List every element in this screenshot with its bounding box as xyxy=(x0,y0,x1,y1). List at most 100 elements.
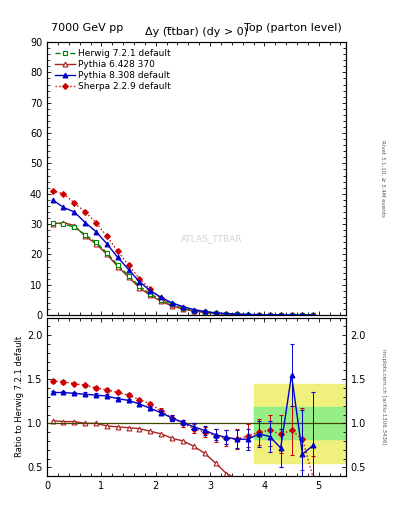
Line: Sherpa 2.2.9 default: Sherpa 2.2.9 default xyxy=(51,188,315,317)
Sherpa 2.2.9 default xyxy=(268,312,272,318)
Pythia 6.428 370 xyxy=(105,251,109,258)
Herwig 7.2.1 default xyxy=(61,221,66,227)
Pythia 8.308 default xyxy=(83,220,88,226)
Pythia 8.308 default xyxy=(180,304,185,310)
Herwig 7.2.1 default xyxy=(50,220,55,226)
Pythia 8.308 default xyxy=(235,311,240,317)
Sherpa 2.2.9 default xyxy=(191,308,196,314)
Line: Pythia 8.308 default: Pythia 8.308 default xyxy=(50,198,316,317)
Pythia 8.308 default xyxy=(224,310,229,316)
Sherpa 2.2.9 default xyxy=(83,209,88,215)
Pythia 6.428 370 xyxy=(191,308,196,314)
Pythia 6.428 370 xyxy=(148,292,153,298)
Pythia 6.428 370 xyxy=(180,306,185,312)
Pythia 8.308 default xyxy=(246,311,250,317)
Herwig 7.2.1 default xyxy=(180,305,185,311)
Sherpa 2.2.9 default xyxy=(278,312,283,318)
Legend: Herwig 7.2.1 default, Pythia 6.428 370, Pythia 8.308 default, Sherpa 2.2.9 defau: Herwig 7.2.1 default, Pythia 6.428 370, … xyxy=(55,49,171,91)
Herwig 7.2.1 default xyxy=(289,312,294,318)
Herwig 7.2.1 default xyxy=(159,297,163,303)
Text: 7000 GeV pp: 7000 GeV pp xyxy=(51,23,123,33)
Sherpa 2.2.9 default xyxy=(116,248,120,254)
Line: Pythia 6.428 370: Pythia 6.428 370 xyxy=(50,220,316,317)
Text: ATLAS_TTBAR: ATLAS_TTBAR xyxy=(181,234,242,243)
Pythia 8.308 default xyxy=(116,254,120,261)
Pythia 8.308 default xyxy=(137,279,142,285)
Pythia 6.428 370 xyxy=(202,309,207,315)
Herwig 7.2.1 default xyxy=(246,312,250,318)
Pythia 6.428 370 xyxy=(137,285,142,291)
Pythia 6.428 370 xyxy=(235,311,240,317)
Text: Top (parton level): Top (parton level) xyxy=(244,23,342,33)
Herwig 7.2.1 default xyxy=(137,283,142,289)
Sherpa 2.2.9 default xyxy=(159,295,163,302)
Pythia 6.428 370 xyxy=(116,264,120,270)
Pythia 8.308 default xyxy=(191,307,196,313)
Sherpa 2.2.9 default xyxy=(180,305,185,311)
Herwig 7.2.1 default xyxy=(72,224,77,230)
Herwig 7.2.1 default xyxy=(235,311,240,317)
Herwig 7.2.1 default xyxy=(278,312,283,318)
Sherpa 2.2.9 default xyxy=(289,312,294,318)
Herwig 7.2.1 default xyxy=(170,302,174,308)
Herwig 7.2.1 default xyxy=(191,308,196,314)
Text: mcplots.cern.ch [arXiv:1306.3436]: mcplots.cern.ch [arXiv:1306.3436] xyxy=(381,349,386,445)
Pythia 6.428 370 xyxy=(257,312,261,318)
Pythia 6.428 370 xyxy=(50,221,55,227)
Text: Rivet 3.1.10, ≥ 3.4M events: Rivet 3.1.10, ≥ 3.4M events xyxy=(381,140,386,217)
Pythia 8.308 default xyxy=(278,312,283,318)
Pythia 6.428 370 xyxy=(83,233,88,239)
Pythia 6.428 370 xyxy=(159,298,163,305)
Sherpa 2.2.9 default xyxy=(257,312,261,318)
Herwig 7.2.1 default xyxy=(300,312,305,318)
Pythia 8.308 default xyxy=(311,312,316,318)
Pythia 8.308 default xyxy=(268,312,272,318)
Herwig 7.2.1 default xyxy=(94,239,98,245)
Pythia 8.308 default xyxy=(159,294,163,301)
Sherpa 2.2.9 default xyxy=(300,312,305,318)
Sherpa 2.2.9 default xyxy=(224,311,229,317)
Herwig 7.2.1 default xyxy=(83,231,88,238)
Herwig 7.2.1 default xyxy=(148,291,153,297)
Pythia 8.308 default xyxy=(50,197,55,203)
Herwig 7.2.1 default xyxy=(268,312,272,318)
Sherpa 2.2.9 default xyxy=(50,187,55,194)
Sherpa 2.2.9 default xyxy=(105,233,109,239)
Herwig 7.2.1 default xyxy=(224,311,229,317)
Pythia 6.428 370 xyxy=(126,274,131,280)
Pythia 8.308 default xyxy=(257,312,261,318)
Pythia 6.428 370 xyxy=(289,312,294,318)
Pythia 6.428 370 xyxy=(170,303,174,309)
Sherpa 2.2.9 default xyxy=(72,200,77,206)
Pythia 6.428 370 xyxy=(224,311,229,317)
Pythia 8.308 default xyxy=(72,209,77,215)
Sherpa 2.2.9 default xyxy=(61,190,66,197)
Sherpa 2.2.9 default xyxy=(126,262,131,268)
Sherpa 2.2.9 default xyxy=(202,309,207,315)
Herwig 7.2.1 default xyxy=(116,262,120,268)
Pythia 8.308 default xyxy=(300,312,305,318)
Pythia 8.308 default xyxy=(202,308,207,314)
Herwig 7.2.1 default xyxy=(202,309,207,315)
Sherpa 2.2.9 default xyxy=(235,311,240,317)
Herwig 7.2.1 default xyxy=(311,312,316,318)
Sherpa 2.2.9 default xyxy=(311,312,316,318)
Sherpa 2.2.9 default xyxy=(94,220,98,226)
Pythia 8.308 default xyxy=(213,310,218,316)
Pythia 6.428 370 xyxy=(72,223,77,229)
Herwig 7.2.1 default xyxy=(126,272,131,279)
Pythia 8.308 default xyxy=(61,204,66,210)
Y-axis label: Ratio to Herwig 7.2.1 default: Ratio to Herwig 7.2.1 default xyxy=(15,336,24,457)
Pythia 8.308 default xyxy=(289,312,294,318)
Sherpa 2.2.9 default xyxy=(246,312,250,318)
Pythia 6.428 370 xyxy=(213,310,218,316)
Text: Δy (t̅tbar) (dy > 0): Δy (t̅tbar) (dy > 0) xyxy=(145,27,248,37)
Pythia 8.308 default xyxy=(148,288,153,294)
Pythia 6.428 370 xyxy=(268,312,272,318)
Pythia 8.308 default xyxy=(126,267,131,273)
Pythia 6.428 370 xyxy=(246,312,250,318)
Pythia 6.428 370 xyxy=(278,312,283,318)
Pythia 6.428 370 xyxy=(300,312,305,318)
Pythia 6.428 370 xyxy=(94,241,98,247)
Herwig 7.2.1 default xyxy=(213,310,218,316)
